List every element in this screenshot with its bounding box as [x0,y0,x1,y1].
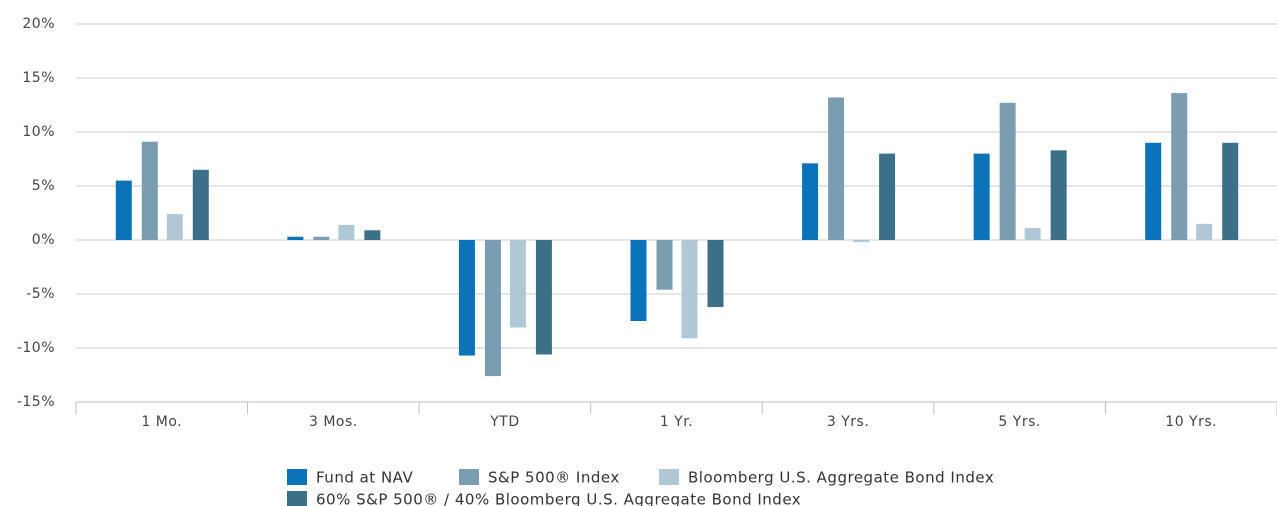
legend-label: Bloomberg U.S. Aggregate Bond Index [688,469,994,487]
y-tick-label: 5% [32,178,55,194]
x-tick-label: 1 Yr. [660,414,693,430]
y-tick-label: 0% [32,232,55,248]
x-tick-label: 10 Yrs. [1165,414,1217,430]
bar [828,97,845,240]
bar [1050,150,1067,240]
y-tick-label: 15% [22,70,55,86]
bar [115,180,132,240]
x-tick-label: 3 Mos. [309,414,358,430]
legend-label: Fund at NAV [316,469,413,487]
x-tick-label: YTD [489,414,519,430]
legend-label: 60% S&P 500® / 40% Bloomberg U.S. Aggreg… [316,491,801,506]
bar [287,236,304,240]
bar [707,240,724,307]
bar [1171,93,1188,241]
bar [192,169,209,240]
bar [879,153,896,240]
bar [630,240,647,321]
bar [338,224,355,240]
y-tick-label: 20% [22,16,55,32]
bar [535,240,552,355]
bar [1196,223,1213,240]
bar [681,240,698,339]
legend-label: S&P 500® Index [488,469,620,487]
bar [313,236,330,240]
bar [364,230,381,240]
bar [973,153,990,240]
bar [141,141,158,240]
bar [802,163,819,240]
x-tick-label: 5 Yrs. [998,414,1040,430]
legend-swatch [287,469,307,485]
bar [484,240,501,377]
bar [1145,142,1162,240]
bar [1222,142,1239,240]
bar [656,240,673,290]
y-tick-label: -10% [17,340,55,356]
bar [509,240,526,328]
legend-swatch [287,491,307,506]
x-tick-label: 3 Yrs. [827,414,869,430]
y-tick-label: 10% [22,124,55,140]
legend-swatch [659,469,679,485]
legend-swatch [459,469,479,485]
bar [1024,228,1041,240]
bar [853,240,870,243]
bar [999,102,1016,240]
legend: Fund at NAV S&P 500® Index Bloomberg U.S. … [287,469,994,506]
bar [458,240,475,356]
y-tick-label: -5% [26,286,55,302]
y-tick-label: -15% [17,394,55,410]
x-tick-label: 1 Mo. [141,414,182,430]
bar [166,214,183,240]
